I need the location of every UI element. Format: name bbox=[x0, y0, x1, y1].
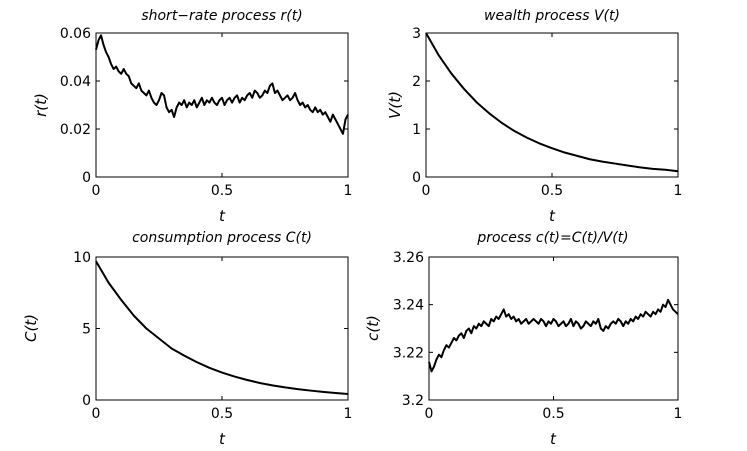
x-tick-label: 0.5 bbox=[211, 183, 233, 199]
y-tick-label: 5 bbox=[82, 322, 91, 338]
y-tick-label: 3.22 bbox=[393, 345, 424, 361]
x-axis-label: t bbox=[550, 430, 557, 448]
x-tick-label: 0.5 bbox=[542, 406, 564, 422]
y-tick-label: 10 bbox=[73, 250, 91, 266]
x-axis-label: t bbox=[549, 207, 556, 225]
x-tick-label: 0.5 bbox=[211, 406, 233, 422]
series-line bbox=[95, 34, 349, 135]
x-tick-label: 1 bbox=[674, 183, 683, 199]
y-tick-label: 3.2 bbox=[402, 393, 424, 409]
y-tick-label: 0 bbox=[82, 393, 91, 409]
plot-area bbox=[428, 256, 679, 401]
series-line bbox=[425, 32, 679, 173]
y-tick-label: 1 bbox=[412, 122, 421, 138]
y-tick-label: 0 bbox=[412, 170, 421, 186]
y-axis-label: C(t) bbox=[22, 314, 40, 342]
y-axis-label: c(t) bbox=[364, 315, 382, 341]
y-tick-label: 2 bbox=[412, 74, 421, 90]
plot-area bbox=[95, 32, 349, 178]
panel-wealth: wealth process V(t) 0 0.5 1 0 1 2 3 t V(t) bbox=[386, 8, 682, 225]
y-axis-label: r(t) bbox=[32, 93, 50, 117]
chart-title: consumption process C(t) bbox=[132, 230, 312, 246]
x-tick-label: 0 bbox=[422, 183, 431, 199]
series-line bbox=[95, 260, 349, 395]
chart-title: process c(t)=C(t)/V(t) bbox=[476, 230, 628, 246]
plot-area bbox=[95, 256, 349, 401]
plot-area bbox=[425, 32, 679, 178]
y-tick-label: 0.02 bbox=[60, 122, 91, 138]
x-tick-label: 1 bbox=[344, 183, 353, 199]
panel-ratio: process c(t)=C(t)/V(t) 0 0.5 1 3.2 3.22 3.24 3… bbox=[364, 230, 682, 448]
x-axis-label: t bbox=[219, 430, 226, 448]
x-axis-label: t bbox=[219, 207, 226, 225]
y-tick-label: 3 bbox=[412, 26, 421, 42]
x-tick-label: 1 bbox=[344, 406, 353, 422]
x-tick-label: 1 bbox=[674, 406, 683, 422]
series-line bbox=[428, 298, 679, 373]
x-tick-label: 0 bbox=[92, 406, 101, 422]
chart-title: wealth process V(t) bbox=[484, 8, 620, 24]
x-tick-label: 0 bbox=[425, 406, 434, 422]
x-tick-label: 0.5 bbox=[541, 183, 563, 199]
y-tick-label: 3.26 bbox=[393, 250, 424, 266]
chart-title: short−rate process r(t) bbox=[141, 8, 302, 24]
y-tick-label: 0.06 bbox=[60, 26, 91, 42]
y-tick-label: 0.04 bbox=[60, 74, 91, 90]
x-tick-label: 0 bbox=[92, 183, 101, 199]
y-tick-label: 3.24 bbox=[393, 298, 424, 314]
panel-short-rate: short−rate process r(t) 0 0.5 1 0 0.02 0.04 0.… bbox=[32, 8, 352, 225]
y-tick-label: 0 bbox=[82, 170, 91, 186]
y-axis-label: V(t) bbox=[386, 91, 404, 119]
